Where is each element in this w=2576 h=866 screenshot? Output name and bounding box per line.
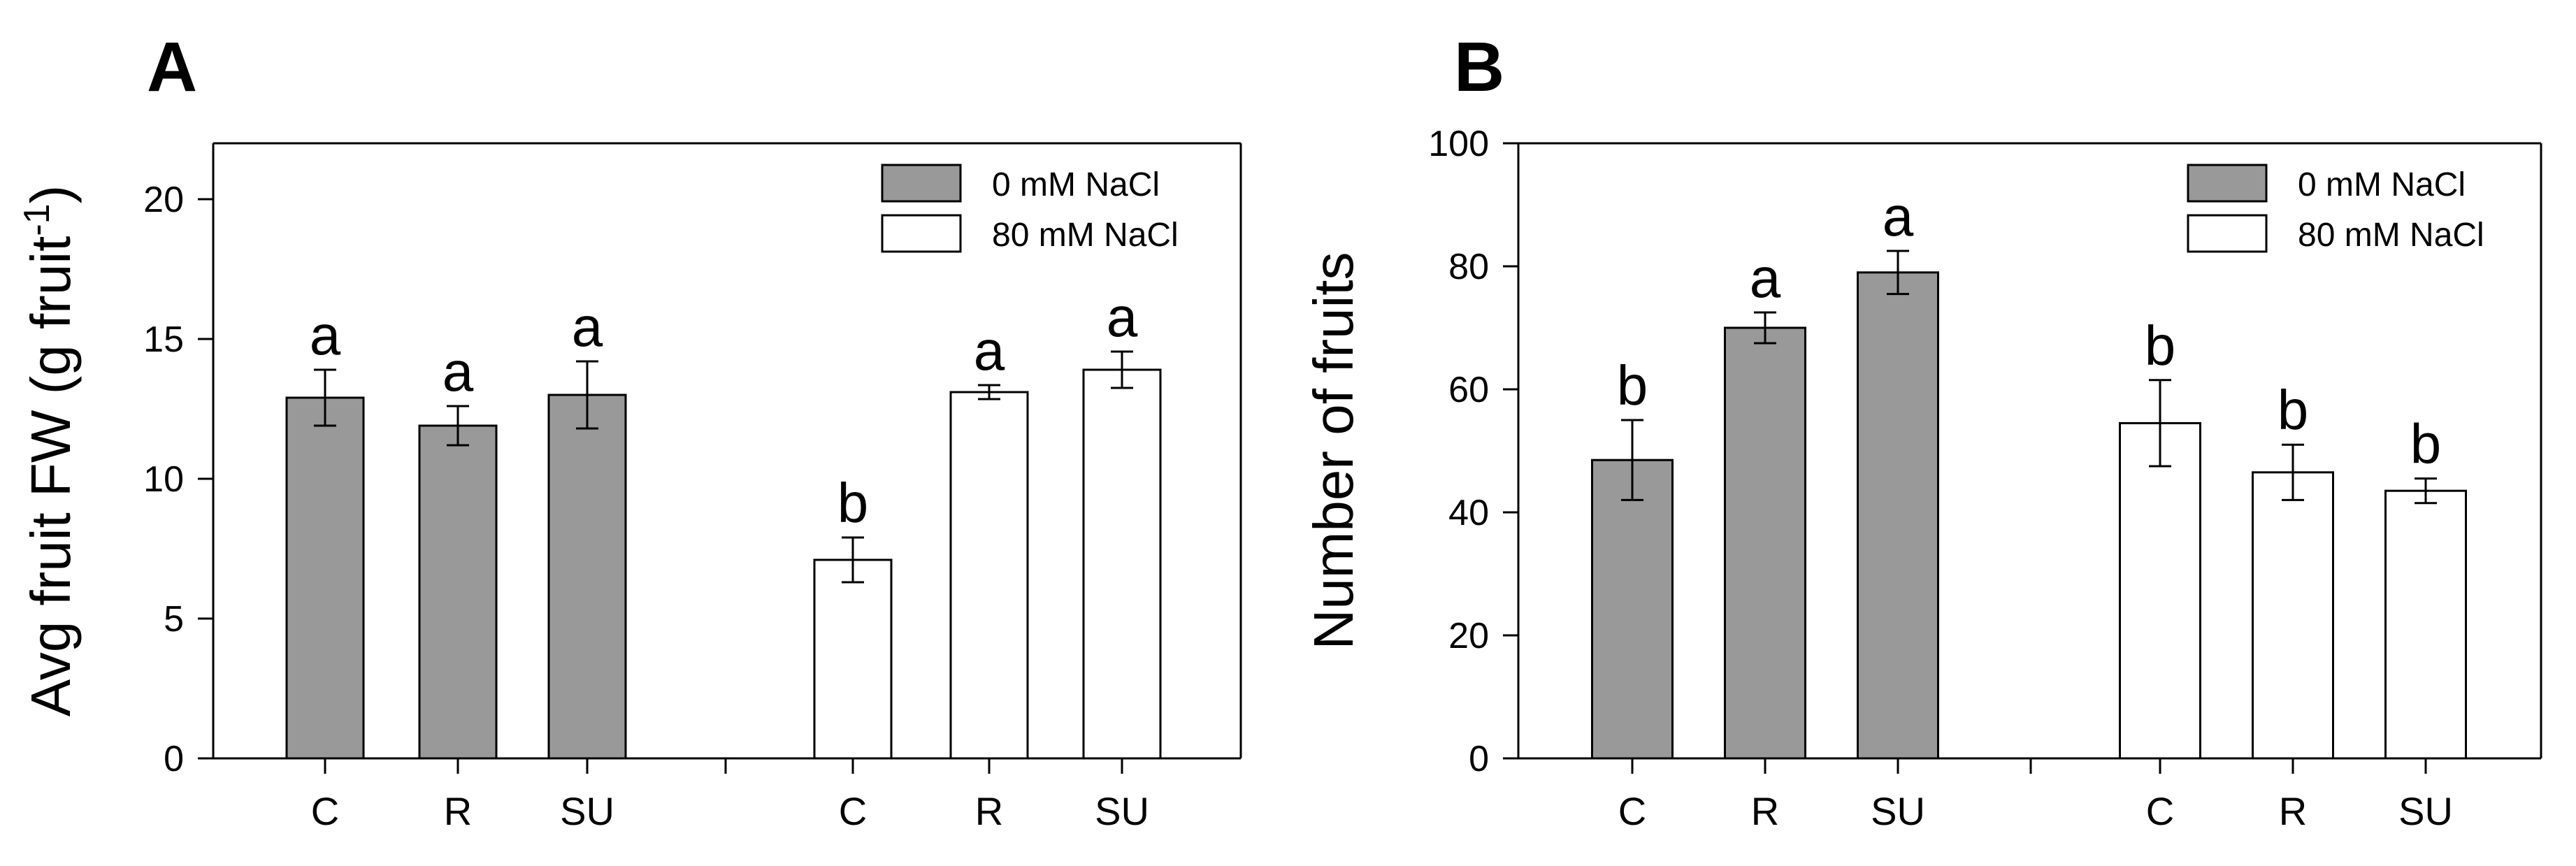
legend-swatch (2187, 214, 2268, 253)
error-bar (447, 405, 469, 447)
y-tick-label: 80 (1448, 247, 1489, 287)
y-tick-label: 20 (1448, 616, 1489, 656)
x-tick-label: C (2146, 789, 2174, 833)
panel-letter: A (147, 28, 197, 106)
x-tick-label: R (975, 789, 1003, 833)
y-axis-label-superscript: -1 (17, 203, 57, 236)
y-axis-label-main: Avg fruit FW (g fruit (20, 236, 82, 717)
legend-swatch (881, 164, 962, 203)
significance-letter: a (1107, 286, 1138, 348)
y-axis-label: Avg fruit FW (g fruit-1) (17, 185, 82, 716)
panel-letter: B (1454, 28, 1504, 106)
significance-letter: b (2278, 379, 2309, 441)
y-tick-label: 15 (143, 319, 184, 360)
y-tick-label: 60 (1448, 370, 1489, 410)
error-bar (842, 536, 864, 584)
y-tick-label: 0 (164, 739, 184, 779)
significance-letter: b (2145, 315, 2176, 377)
error-bar (2415, 477, 2437, 505)
y-tick-label: 0 (1469, 739, 1489, 779)
panel-a: Aa a a b a a 0 5 10 15 20 C R SU C R SU Avg fruit FW (g f… (17, 28, 1242, 833)
legend-label: 0 mM NaCl (992, 166, 1160, 203)
significance-letter: a (1750, 247, 1781, 309)
bar (1591, 459, 1674, 760)
legend: 0 mM NaCl 80 mM NaCl (881, 164, 1179, 254)
panel-b: Bb a a b b b 0 20 40 60 80 100 C R SU C R SU Number of fru… (1302, 28, 2542, 833)
legend-label: 80 mM NaCl (992, 217, 1179, 254)
bar (949, 391, 1029, 760)
bar (418, 424, 498, 760)
error-bar (1111, 350, 1133, 389)
y-tick-label: 10 (143, 459, 184, 500)
error-bar (978, 384, 1000, 400)
significance-letter: a (1883, 185, 1914, 247)
significance-letter: a (442, 340, 474, 403)
x-tick-label: R (1751, 789, 1779, 833)
x-tick-label: SU (2398, 789, 2453, 833)
bar (2252, 471, 2334, 760)
x-tick-label: SU (560, 789, 614, 833)
bar (2384, 489, 2467, 760)
y-tick-label: 5 (164, 599, 184, 640)
y-axis-label-main: Number of fruits (1302, 252, 1365, 649)
significance-letter: b (1617, 354, 1648, 417)
error-bar (1887, 250, 1909, 296)
significance-letter: b (2410, 413, 2442, 475)
x-tick-label: R (444, 789, 472, 833)
bar (1724, 326, 1806, 760)
legend-swatch (2187, 164, 2268, 203)
significance-letter: a (572, 296, 603, 358)
x-tick-label: SU (1095, 789, 1149, 833)
y-axis-label: Number of fruits (1302, 252, 1365, 649)
error-bar (2149, 379, 2171, 468)
error-bar (2282, 443, 2304, 501)
error-bar (1754, 311, 1776, 345)
bar (2119, 421, 2201, 760)
x-tick-label: R (2279, 789, 2307, 833)
bar (813, 558, 893, 760)
y-tick-label: 100 (1428, 124, 1489, 164)
legend: 0 mM NaCl 80 mM NaCl (2187, 164, 2484, 254)
error-bar (1621, 419, 1643, 501)
significance-letter: a (974, 319, 1005, 382)
legend-swatch (881, 214, 962, 253)
error-bar (576, 360, 598, 430)
x-tick-label: C (1618, 789, 1646, 833)
y-tick-label: 40 (1448, 493, 1489, 533)
legend-label: 80 mM NaCl (2298, 217, 2484, 254)
legend-label: 0 mM NaCl (2298, 166, 2466, 203)
bar (285, 396, 365, 760)
bar (1857, 271, 1939, 760)
x-tick-label: C (311, 789, 339, 833)
x-tick-label: C (839, 789, 867, 833)
significance-letter: a (310, 304, 341, 366)
bar (1082, 368, 1162, 760)
x-tick-label: SU (1871, 789, 1925, 833)
y-tick-label: 20 (143, 180, 184, 220)
y-axis-label-end: ) (20, 185, 82, 204)
error-bar (314, 368, 336, 427)
bar (547, 394, 627, 760)
significance-letter: b (837, 472, 869, 534)
